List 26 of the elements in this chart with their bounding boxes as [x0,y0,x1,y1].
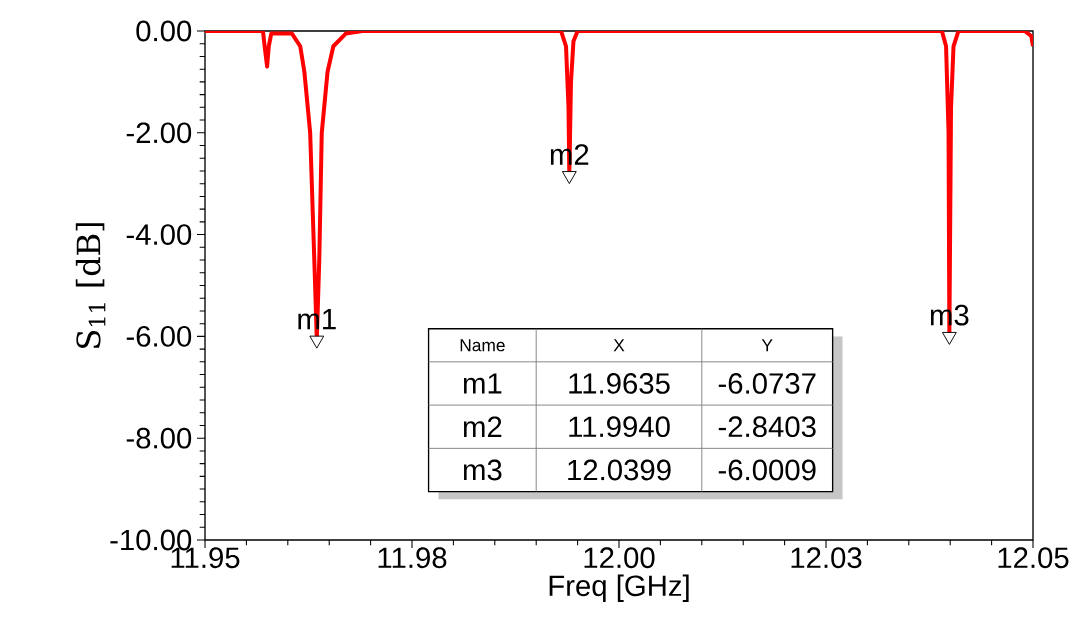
annotation: X [613,339,625,352]
annotation: -6.0009 [718,459,816,481]
y-tick-label: 0.00 [136,20,192,42]
annotation: 12.0399 [568,459,671,481]
x-tick-label: 11.98 [378,547,447,569]
point [941,331,957,345]
annotation: m2 [463,416,502,437]
y-tick-label: -2.00 [126,122,192,144]
point [561,171,577,185]
annotation: m3 [463,459,502,481]
x-tick-label: 12.03 [791,547,862,569]
y-tick-label: -6.00 [126,325,192,347]
x-tick-label: 12.05 [998,547,1069,569]
y-tick-label: -4.00 [126,224,192,245]
annotation: m1 [463,373,502,394]
annotation: 11.9940 [569,416,670,438]
x-tick-label: 12.00 [584,547,655,569]
point [309,335,325,349]
annotation: 11.9635 [569,373,670,394]
annotation: -6.0737 [718,373,816,394]
annotation: -2.8403 [718,416,816,438]
y-tick-label: -8.00 [126,427,192,449]
x-axis-title: Freq [GHz] [549,574,689,602]
annotation: Y [761,339,773,352]
annotation: Name [460,339,505,352]
y-axis-title: S$_{11}$ [dB] [75,223,106,348]
